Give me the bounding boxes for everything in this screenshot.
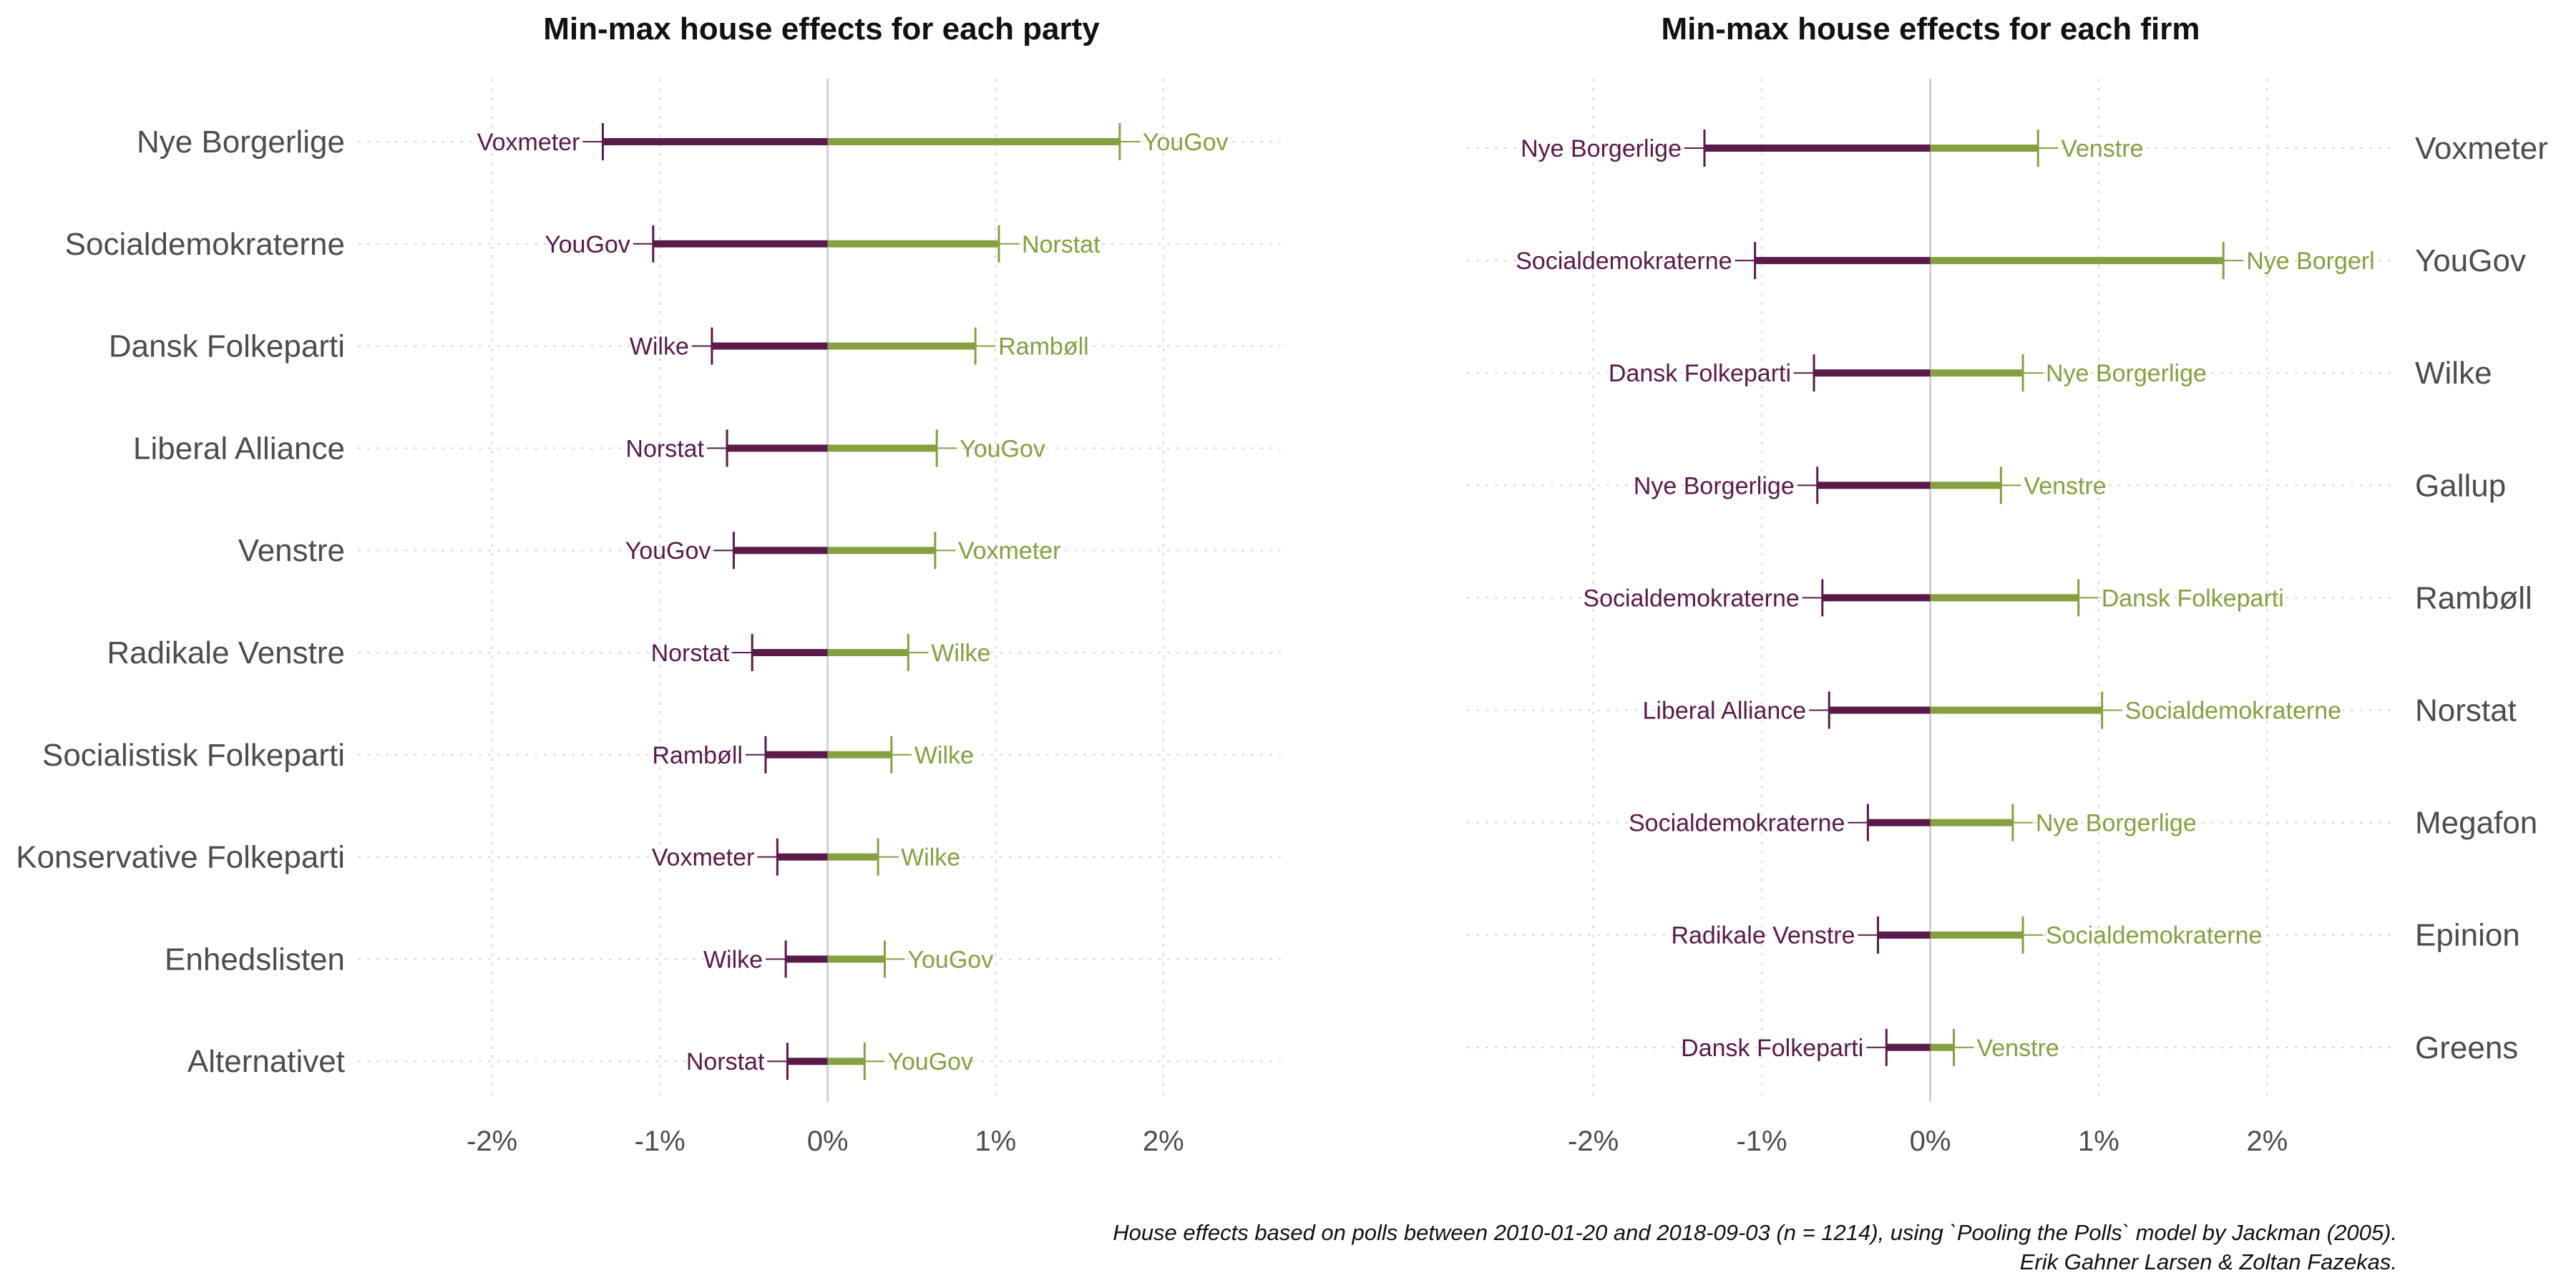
x-tick-label: 2% — [1143, 1126, 1184, 1157]
min-label: Socialdemokraterne — [1516, 248, 1732, 275]
min-label: Norstat — [625, 435, 704, 462]
min-label: Dansk Folkeparti — [1681, 1035, 1863, 1062]
party-panel: Min-max house effects for each party -2% -… — [16, 11, 1281, 1157]
category-label: Rambøll — [2415, 580, 2532, 615]
max-label: Voxmeter — [958, 537, 1061, 565]
min-label: Rambøll — [652, 742, 743, 769]
max-label: Venstre — [2024, 472, 2106, 499]
min-label: Wilke — [703, 946, 763, 973]
firm-panel: Min-max house effects for each firm -2% -1… — [1467, 11, 2548, 1157]
category-label: Epinion — [2415, 918, 2520, 953]
max-label: Socialdemokraterne — [2046, 922, 2262, 950]
max-label: Nye Borgerl — [2246, 248, 2375, 275]
min-label: Socialdemokraterne — [1583, 585, 1799, 612]
category-label: Konservative Folkeparti — [16, 840, 345, 875]
category-label: Voxmeter — [2415, 131, 2548, 166]
min-label: Nye Borgerlige — [1521, 135, 1682, 162]
max-label: Wilke — [931, 640, 990, 667]
max-label: Nye Borgerlige — [2036, 810, 2197, 837]
min-label: Norstat — [686, 1048, 765, 1075]
max-label: YouGov — [887, 1048, 973, 1075]
x-tick-label: 2% — [2247, 1126, 2288, 1157]
x-tick-label: -2% — [467, 1126, 517, 1157]
min-label: Liberal Alliance — [1643, 698, 1807, 725]
max-label: YouGov — [1143, 129, 1229, 156]
x-tick-label: 1% — [2078, 1126, 2119, 1157]
max-label: YouGov — [960, 435, 1045, 462]
category-label: Venstre — [238, 533, 345, 568]
caption-line-1: House effects based on polls between 201… — [1113, 1220, 2397, 1245]
category-label: Greens — [2415, 1030, 2518, 1065]
category-label: Socialdemokraterne — [65, 227, 345, 262]
category-label: Liberal Alliance — [133, 431, 345, 466]
min-label: Nye Borgerlige — [1634, 472, 1795, 499]
category-label: Nye Borgerlige — [137, 125, 345, 160]
category-label: YouGov — [2415, 243, 2526, 278]
min-label: Norstat — [651, 640, 730, 667]
min-label: Dansk Folkeparti — [1609, 360, 1791, 387]
max-label: Socialdemokraterne — [2125, 698, 2341, 725]
min-label: Wilke — [630, 333, 689, 361]
max-label: Nye Borgerlige — [2046, 360, 2207, 387]
x-tick-label: -1% — [1736, 1126, 1787, 1157]
max-label: YouGov — [907, 946, 993, 973]
max-label: Rambøll — [998, 333, 1089, 361]
chart-title: Min-max house effects for each party — [543, 11, 1100, 47]
category-label: Radikale Venstre — [107, 635, 345, 670]
max-label: Venstre — [1976, 1035, 2059, 1062]
x-tick-label: 0% — [1910, 1126, 1951, 1157]
chart-title: Min-max house effects for each firm — [1661, 11, 2200, 47]
min-label: Radikale Venstre — [1671, 922, 1855, 950]
category-label: Megafon — [2415, 806, 2537, 841]
max-label: Venstre — [2061, 135, 2143, 162]
caption-line-2: Erik Gahner Larsen & Zoltan Fazekas. — [2020, 1249, 2397, 1274]
min-label: Voxmeter — [477, 129, 580, 156]
max-label: Wilke — [914, 742, 974, 769]
category-label: Alternativet — [187, 1044, 345, 1079]
x-tick-label: -2% — [1568, 1126, 1619, 1157]
category-label: Socialistisk Folkeparti — [42, 738, 345, 773]
max-label: Dansk Folkeparti — [2102, 585, 2284, 612]
x-tick-label: 1% — [975, 1126, 1016, 1157]
x-tick-label: 0% — [807, 1126, 849, 1157]
min-label: Voxmeter — [652, 844, 755, 872]
min-label: YouGov — [625, 537, 711, 565]
min-label: Socialdemokraterne — [1629, 810, 1845, 837]
category-label: Gallup — [2415, 468, 2506, 503]
x-tick-label: -1% — [635, 1126, 686, 1157]
category-label: Wilke — [2415, 356, 2492, 391]
min-label: YouGov — [545, 231, 630, 258]
max-label: Norstat — [1022, 231, 1101, 258]
max-label: Wilke — [901, 844, 960, 872]
category-label: Enhedslisten — [165, 942, 345, 977]
category-label: Norstat — [2415, 693, 2517, 728]
category-label: Dansk Folkeparti — [109, 329, 345, 364]
